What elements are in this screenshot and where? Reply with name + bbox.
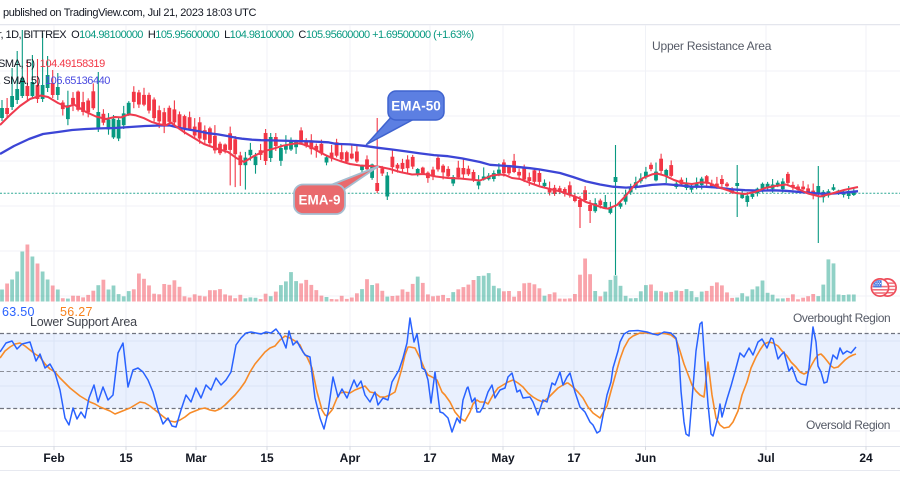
svg-text:17: 17 [567, 451, 581, 465]
svg-text:15: 15 [119, 451, 133, 465]
svg-text:EMA-50: EMA-50 [391, 99, 441, 114]
svg-text:EMA-9: EMA-9 [298, 193, 340, 208]
svg-text:Jun: Jun [635, 451, 656, 465]
svg-text:24: 24 [859, 451, 873, 465]
svg-text:Jul: Jul [757, 451, 774, 465]
svg-text:Mar: Mar [185, 451, 207, 465]
svg-text:17: 17 [423, 451, 437, 465]
svg-text:Apr: Apr [340, 451, 361, 465]
svg-text:Feb: Feb [43, 451, 64, 465]
svg-text:May: May [491, 451, 515, 465]
svg-text:15: 15 [260, 451, 274, 465]
